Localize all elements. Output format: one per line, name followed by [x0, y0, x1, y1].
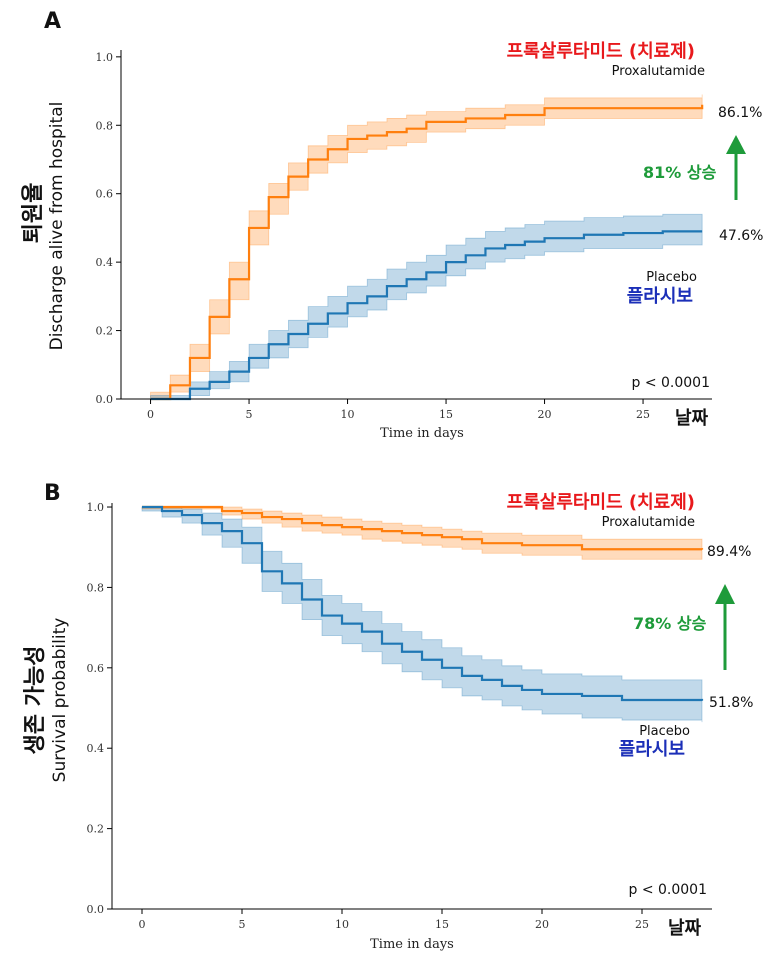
panel-b-x-axis-title: Time in days [370, 937, 454, 952]
panel-b-treatment-label: Proxalutamide [602, 515, 695, 530]
panel-a-x-axis-korean-title: 날짜 [675, 408, 709, 429]
panel-a-placebo-survival-line [150, 230, 703, 401]
panel-b-placebo-survival-line [142, 505, 704, 702]
panel-b-placebo-label: Placebo [639, 724, 690, 739]
panel-b-x-tick-label: 5 [239, 918, 246, 931]
panel-b-y-tick-label: 0.4 [87, 742, 105, 755]
panel-a-increase-label: 81% 상승 [643, 163, 717, 182]
panel-b-proxalutamide-survival-line [142, 505, 704, 551]
panel-a-y-tick-label: 1.0 [96, 51, 114, 64]
panel-b-placebo-korean-label: 플라시보 [619, 739, 685, 760]
panel-b-y-tick-label: 0.0 [87, 903, 105, 916]
panel-a-proxalutamide-confidence-band [150, 94, 703, 400]
panel-b-treatment-end-value: 89.4% [707, 544, 751, 560]
panel-a-treatment-korean-label: 프록살루타미드 (치료제) [507, 41, 695, 62]
panel-a-increase-arrow-icon [726, 135, 746, 200]
panel-b-x-tick-label: 0 [139, 918, 146, 931]
panel-b-y-tick-label: 0.6 [87, 662, 105, 675]
panel-a-placebo-korean-label: 플라시보 [627, 286, 693, 307]
panel-a-y-axis-title: Discharge alive from hospital [47, 102, 67, 351]
panel-b-letter: B [44, 481, 61, 506]
panel-a-x-tick-label: 15 [439, 408, 453, 421]
panel-b-y-ticks: 0.0 0.2 0.4 0.6 0.8 1.0 [87, 501, 112, 916]
panel-a-x-tick-label: 0 [147, 408, 154, 421]
panel-b-series-lines [142, 505, 704, 702]
panel-a-x-tick-label: 5 [246, 408, 253, 421]
panel-a-placebo-confidence-band [150, 213, 703, 400]
panel-a-proxalutamide-survival-line [150, 104, 704, 401]
panel-b-y-tick-label: 1.0 [87, 501, 105, 514]
panel-b-x-axis-korean-title: 날짜 [668, 918, 702, 939]
panel-a-letter: A [44, 9, 61, 34]
panel-a-y-tick-label: 0.2 [96, 325, 114, 338]
panel-a-y-tick-label: 0.4 [96, 256, 114, 269]
panel-a-x-ticks: 0 5 10 15 20 25 [147, 399, 650, 421]
panel-a-treatment-end-value: 86.1% [718, 105, 762, 121]
panel-b-x-ticks: 0 5 10 15 20 25 [139, 909, 649, 931]
panel-a-y-tick-label: 0.8 [96, 119, 114, 132]
panel-a-x-tick-label: 25 [636, 408, 650, 421]
panel-a-y-ticks: 0.0 0.2 0.4 0.6 0.8 1.0 [96, 51, 121, 406]
panel-a-series-lines [150, 104, 704, 401]
panel-a-placebo-end-value: 47.6% [719, 228, 763, 244]
panel-b-placebo-end-value: 51.8% [709, 695, 753, 711]
panel-b-confidence-bands [141, 506, 703, 723]
panel-b-p-value: p < 0.0001 [628, 882, 707, 898]
panel-b-y-tick-label: 0.8 [87, 581, 105, 594]
panel-a-confidence-bands [150, 94, 703, 400]
panel-b-x-tick-label: 20 [535, 918, 549, 931]
panel-b-x-tick-label: 25 [635, 918, 649, 931]
panel-b-y-axis-title: Survival probability [50, 618, 70, 783]
panel-a-p-value: p < 0.0001 [631, 375, 710, 391]
panel-a-y-axis-korean-title: 퇴원율 [21, 183, 46, 244]
panel-b-x-tick-label: 15 [435, 918, 449, 931]
panel-b-placebo-confidence-band [141, 506, 703, 723]
panel-b-y-axis-korean-title: 생존 가능성 [23, 646, 48, 755]
panel-b-increase-arrow-icon [715, 584, 735, 670]
panel-a-y-tick-label: 0.0 [96, 393, 114, 406]
panel-a-x-axis-title: Time in days [380, 426, 464, 441]
panel-b-treatment-korean-label: 프록살루타미드 (치료제) [507, 492, 695, 513]
panel-a: A 0.0 0.2 0.4 0.6 0.8 1.0 0 5 10 15 20 25 Time in … [21, 9, 763, 441]
panel-a-x-tick-label: 20 [538, 408, 552, 421]
panel-b-x-tick-label: 10 [335, 918, 349, 931]
panel-a-treatment-label: Proxalutamide [612, 64, 705, 79]
panel-b-increase-label: 78% 상승 [633, 614, 707, 633]
panel-b: B 0.0 0.2 0.4 0.6 0.8 1.0 0 5 10 15 20 25 Time in … [23, 481, 753, 952]
panel-a-placebo-label: Placebo [646, 270, 697, 285]
panel-a-x-tick-label: 10 [341, 408, 355, 421]
panel-a-y-tick-label: 0.6 [96, 188, 114, 201]
panel-b-y-tick-label: 0.2 [87, 823, 105, 836]
